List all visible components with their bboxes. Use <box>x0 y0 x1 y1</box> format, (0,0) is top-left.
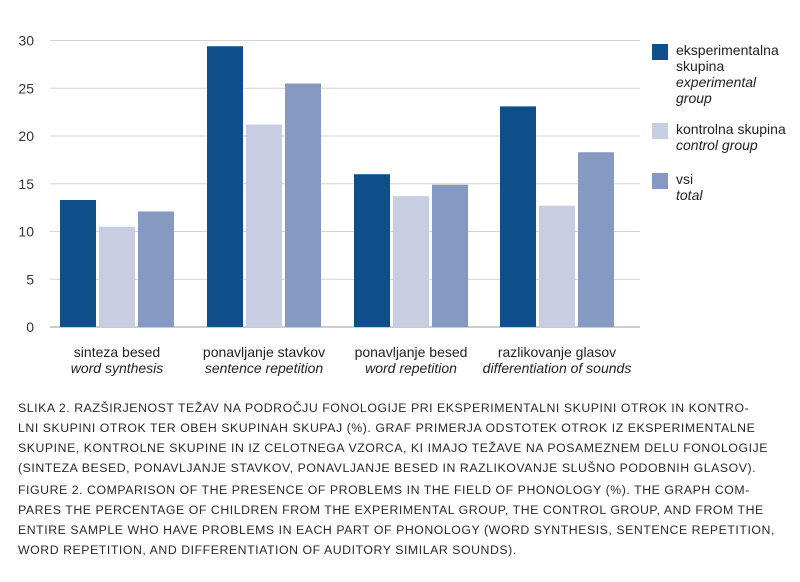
y-tick-label: 30 <box>18 33 34 49</box>
bar <box>432 184 468 327</box>
legend-label-en: control group <box>676 137 758 153</box>
y-tick-label: 25 <box>18 80 34 96</box>
caption-line-en: ENTIRE SAMPLE WHO HAVE PROBLEMS IN EACH … <box>18 523 775 537</box>
y-tick-label: 20 <box>18 128 34 144</box>
bar <box>246 124 282 327</box>
x-category-label: ponavljanje stavkov <box>203 344 325 360</box>
legend-label: eksperimentalna <box>676 42 779 58</box>
caption-line-sl: SLIKA 2. RAZŠIRJENOST TEŽAV NA PODROČJU … <box>18 401 750 415</box>
bar <box>207 46 243 327</box>
x-category-label-en: word repetition <box>365 360 457 376</box>
legend-label: skupina <box>676 58 724 74</box>
x-category-label-en: sentence repetition <box>205 360 324 376</box>
caption-line-sl: SKUPINE, KONTROLNE SKUPINE IN IZ CELOTNE… <box>18 441 768 455</box>
legend-label: vsi <box>676 171 693 187</box>
bar <box>500 106 536 328</box>
x-category-label: razlikovanje glasov <box>498 344 616 360</box>
legend-label-en: total <box>676 187 703 203</box>
y-tick-label: 5 <box>26 271 34 287</box>
x-category-label: sinteza besed <box>74 344 160 360</box>
y-tick-label: 0 <box>26 319 34 335</box>
x-category-label-en: differentiation of sounds <box>483 360 632 376</box>
bar <box>393 196 429 327</box>
bar <box>60 199 96 327</box>
bar <box>285 83 321 327</box>
legend-label-en: experimental <box>676 74 757 90</box>
y-tick-label: 10 <box>18 224 34 240</box>
bar <box>354 174 390 327</box>
bar <box>138 211 174 327</box>
y-tick-label: 15 <box>18 176 34 192</box>
x-category-label-en: word synthesis <box>71 360 164 376</box>
bar <box>539 205 575 327</box>
caption-line-en: WORD REPETITION, AND DIFFERENTIATION OF … <box>18 543 517 557</box>
bar <box>578 152 614 327</box>
x-category-label: ponavljanje besed <box>355 344 468 360</box>
bar <box>99 226 135 327</box>
legend-swatch <box>652 123 668 139</box>
caption-line-sl: LNI SKUPINI OTROK TER OBEH SKUPINAH SKUP… <box>18 421 756 435</box>
legend-swatch <box>652 44 668 60</box>
legend-swatch <box>652 173 668 189</box>
caption-line-sl: (SINTEZA BESED, PONAVLJANJE STAVKOV, PON… <box>18 461 757 475</box>
caption-line-en: PARES THE PERCENTAGE OF CHILDREN FROM TH… <box>18 503 764 517</box>
legend-label: kontrolna skupina <box>676 121 786 137</box>
caption-line-en: FIGURE 2. COMPARISON OF THE PRESENCE OF … <box>18 483 750 497</box>
legend-label-en: group <box>676 90 712 106</box>
